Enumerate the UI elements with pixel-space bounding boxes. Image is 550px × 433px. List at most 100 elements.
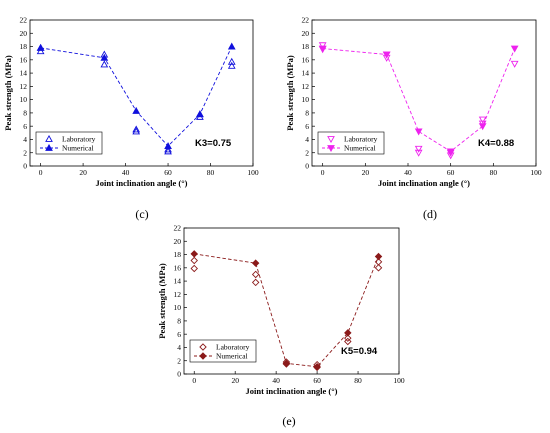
plot-frame xyxy=(183,227,400,375)
y-tick-label: 8 xyxy=(177,317,181,326)
y-tick-label: 10 xyxy=(20,95,28,104)
legend-label: Numerical xyxy=(344,144,376,153)
data-point xyxy=(190,250,198,258)
data-point xyxy=(132,106,141,114)
data-point xyxy=(36,43,45,51)
y-tick-label: 16 xyxy=(174,263,182,272)
legend-marker xyxy=(327,145,335,153)
legend-marker xyxy=(199,352,207,360)
data-point xyxy=(414,149,423,157)
legend-label: Laboratory xyxy=(216,343,250,352)
x-tick-label: 100 xyxy=(393,376,405,385)
k-annotation: K3=0.75 xyxy=(195,138,232,149)
data-point xyxy=(164,147,172,155)
series-line xyxy=(40,46,233,147)
data-point xyxy=(100,53,109,61)
x-tick-label: 80 xyxy=(490,168,498,177)
data-point xyxy=(313,362,321,371)
y-axis-label: Peak strength (MPa) xyxy=(285,55,295,131)
x-tick-label: 100 xyxy=(530,168,542,177)
x-tick-label: 40 xyxy=(272,376,280,385)
y-tick-label: 12 xyxy=(302,82,310,91)
data-point xyxy=(190,264,198,273)
data-point xyxy=(374,252,383,261)
data-point xyxy=(478,123,487,131)
y-tick-label: 22 xyxy=(174,224,182,233)
data-point xyxy=(414,128,423,136)
legend-marker xyxy=(327,136,335,144)
y-tick-label: 2 xyxy=(305,148,309,157)
data-point xyxy=(344,329,352,337)
y-tick-label: 4 xyxy=(177,343,181,352)
y-tick-label: 6 xyxy=(177,330,181,339)
plot-frame xyxy=(29,19,254,167)
series-numerical xyxy=(36,42,236,150)
data-point xyxy=(282,359,291,368)
y-tick-label: 10 xyxy=(302,95,310,104)
x-tick-label: 80 xyxy=(354,376,362,385)
y-tick-label: 12 xyxy=(20,82,28,91)
y-tick-label: 14 xyxy=(174,277,182,286)
x-tick-label: 60 xyxy=(447,168,455,177)
x-tick-label: 0 xyxy=(321,168,325,177)
data-point xyxy=(251,278,260,287)
data-point xyxy=(251,259,260,267)
legend-label: Numerical xyxy=(62,144,94,153)
legend-box xyxy=(189,339,257,363)
data-point xyxy=(227,61,236,69)
data-point xyxy=(414,145,423,153)
y-tick-label: 18 xyxy=(174,250,182,259)
k-annotation: K5=0.94 xyxy=(341,346,378,357)
data-point xyxy=(510,45,519,53)
x-tick-label: 40 xyxy=(122,168,130,177)
x-axis-label: Joint inclination angle (°) xyxy=(246,386,338,396)
x-tick-label: 100 xyxy=(247,168,259,177)
data-point xyxy=(318,42,327,50)
chart-panel-3: 0 20 40 60 80 100 0 2 4 6 8 10 12 14 16 18 20 22 Joint inc… xyxy=(157,224,405,428)
data-point xyxy=(382,51,391,59)
data-point xyxy=(374,264,383,272)
x-axis-label: Joint inclination angle (°) xyxy=(96,178,188,188)
data-point xyxy=(251,270,260,279)
data-point xyxy=(196,110,204,118)
x-tick-label: 40 xyxy=(404,168,412,177)
legend-box xyxy=(35,131,103,155)
y-tick-label: 4 xyxy=(305,135,309,144)
y-tick-label: 8 xyxy=(23,109,27,118)
data-point xyxy=(478,116,487,124)
data-point xyxy=(318,45,327,53)
x-tick-label: 80 xyxy=(207,168,215,177)
series-numerical xyxy=(190,250,383,371)
chart-panel-2: 0 20 40 60 80 100 0 2 4 6 8 10 12 14 16 18 20 22 Joint inc… xyxy=(285,16,542,221)
data-point xyxy=(344,334,352,342)
data-point xyxy=(227,42,236,50)
y-tick-label: 10 xyxy=(174,303,182,312)
y-tick-label: 4 xyxy=(23,135,27,144)
y-tick-label: 20 xyxy=(302,29,310,38)
y-tick-label: 14 xyxy=(20,69,28,78)
x-tick-label: 60 xyxy=(313,376,321,385)
data-point xyxy=(190,256,198,265)
panel-label: (d) xyxy=(423,207,437,221)
legend-marker xyxy=(45,143,53,151)
y-tick-label: 18 xyxy=(20,42,28,51)
y-tick-label: 14 xyxy=(302,69,310,78)
panel-label: (c) xyxy=(135,207,148,221)
x-tick-label: 60 xyxy=(164,168,172,177)
data-point xyxy=(36,47,45,55)
data-point xyxy=(100,60,109,68)
data-point xyxy=(227,57,236,65)
y-tick-label: 6 xyxy=(23,122,27,131)
y-tick-label: 6 xyxy=(305,122,309,131)
y-tick-label: 8 xyxy=(305,109,309,118)
y-tick-label: 16 xyxy=(20,55,28,64)
y-tick-label: 22 xyxy=(302,16,310,25)
data-point xyxy=(344,337,352,346)
y-tick-label: 20 xyxy=(174,237,182,246)
x-tick-label: 0 xyxy=(39,168,43,177)
y-tick-label: 2 xyxy=(177,356,181,365)
series-line xyxy=(322,48,516,152)
y-tick-label: 0 xyxy=(305,162,309,171)
